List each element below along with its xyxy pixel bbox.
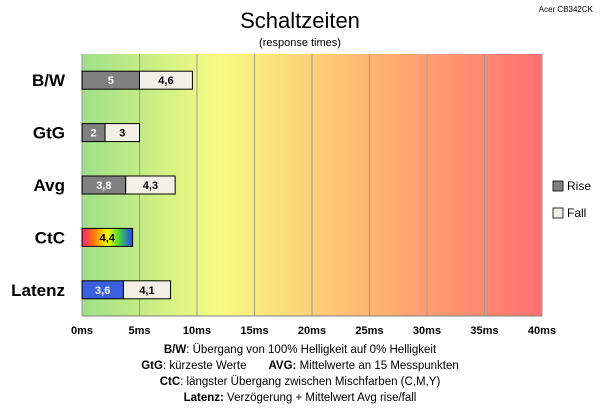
x-tick-label: 0ms — [71, 325, 93, 337]
x-tick-label: 35ms — [470, 325, 498, 337]
category-label: CtC — [35, 228, 65, 247]
footnote-ctc: CtC: längster Übergang zwischen Mischfar… — [0, 376, 600, 388]
x-tick-label: 20ms — [298, 325, 326, 337]
footnote-gtg-text: : kürzeste Werte — [162, 360, 247, 372]
bar-label-fall: 4,3 — [143, 180, 158, 192]
bar-rise — [81, 227, 134, 247]
x-tick-label: 5ms — [128, 325, 150, 337]
bar-fall — [104, 123, 140, 143]
chart-title: Schaltzeiten — [240, 8, 360, 33]
footnote-bw: B/W: Übergang von 100% Helligkeit auf 0%… — [0, 344, 600, 356]
footnote-latenz-key: Latenz: — [183, 392, 224, 404]
bars: 5 4,6 2 3 3,8 4,3 4,4 3,6 4,1 — [81, 70, 193, 300]
bar-label-rise: 3,6 — [95, 285, 110, 297]
bar-label-rise: 3,8 — [96, 180, 111, 192]
x-tick-label: 30ms — [413, 325, 441, 337]
legend-swatch-fall — [552, 207, 564, 219]
bar-label-fall: 4,1 — [139, 285, 154, 297]
legend-label-rise: Rise — [567, 179, 591, 193]
x-tick-label: 10ms — [183, 325, 211, 337]
x-tick-label: 25ms — [355, 325, 383, 337]
bar-label-rise: 5 — [108, 75, 114, 87]
bar-label-fall: 3 — [119, 128, 125, 140]
category-labels: B/W GtG Avg CtC Latenz — [11, 71, 66, 300]
bar-fall — [139, 70, 193, 90]
footnote-latenz: Latenz: Verzögerung + Mittelwert Avg ris… — [0, 392, 600, 404]
bar-fall — [125, 175, 176, 195]
footnote-avg-key: AVG: — [268, 360, 297, 372]
footnote-ctc-key: CtC — [159, 376, 181, 388]
x-tick-label: 40ms — [528, 325, 556, 337]
category-label: GtG — [33, 124, 65, 143]
footnote-gtg-avg: GtG: kürzeste Werte AVG: Mittelwerte an 1… — [0, 360, 600, 372]
category-label: Latenz — [11, 281, 65, 300]
footnote-avg-text: Mittelwerte an 15 Messpunkten — [296, 360, 459, 372]
corner-label: Acer CB342CK — [539, 5, 594, 14]
chart-subtitle: (response times) — [259, 37, 341, 49]
footnote-bw-key: B/W — [163, 344, 187, 356]
gridlines — [81, 54, 543, 317]
bar-label-rise: 4,4 — [100, 232, 116, 244]
bar-fall — [122, 280, 172, 300]
legend: Rise Fall — [552, 179, 591, 220]
footnote-gtg-key: GtG — [141, 360, 163, 372]
category-label: Avg — [34, 176, 66, 195]
bar-label-fall: 4,6 — [158, 75, 173, 87]
legend-swatch-rise — [552, 180, 564, 192]
footnote-bw-text: : Übergang von 100% Helligkeit auf 0% He… — [186, 344, 437, 356]
footnote-ctc-text: : längster Übergang zwischen Mischfarben… — [180, 376, 441, 388]
category-label: B/W — [32, 71, 66, 90]
legend-label-fall: Fall — [567, 206, 586, 220]
footnote-latenz-text: Verzögerung + Mittelwert Avg rise/fall — [223, 392, 417, 404]
x-tick-label: 15ms — [240, 325, 268, 337]
bar-label-rise: 2 — [90, 128, 96, 140]
x-tick-labels: 0ms 5ms 10ms 15ms 20ms 25ms 30ms 35ms 40ms — [71, 325, 556, 337]
